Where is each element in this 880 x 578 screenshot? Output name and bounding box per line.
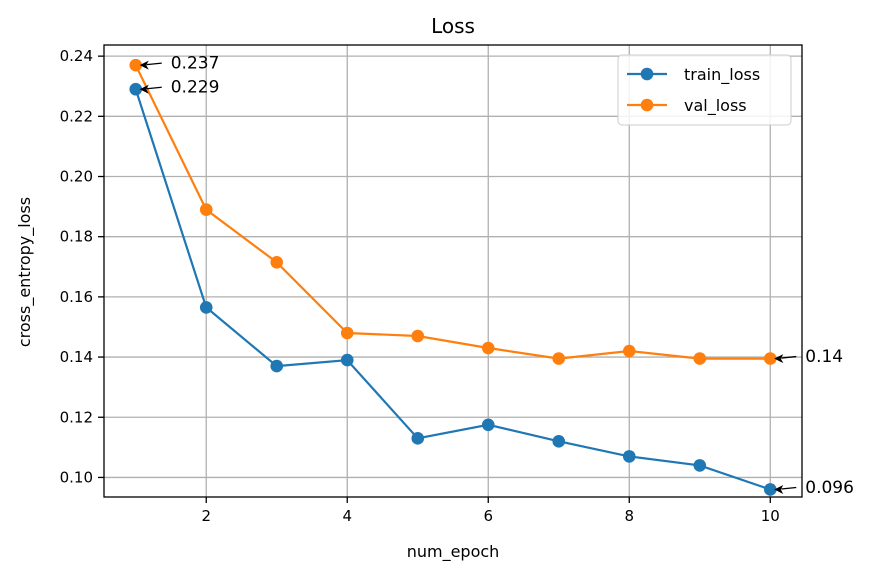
series-line-val_loss [134, 64, 771, 360]
x-tick-label: 8 [624, 507, 634, 525]
x-tick-label: 2 [201, 507, 211, 525]
data-point-val_loss [622, 344, 636, 358]
data-point-val_loss [481, 341, 495, 355]
data-point-train_loss [411, 432, 425, 445]
legend-label-train_loss: train_loss [684, 65, 760, 85]
legend: train_loss val_loss [617, 54, 792, 126]
plot-frame [103, 44, 803, 498]
data-point-val_loss [340, 326, 354, 340]
annotation-arrow [146, 62, 162, 66]
annotation-arrowhead [774, 354, 784, 364]
series-line-train_loss [134, 88, 771, 491]
data-point-train_loss [552, 435, 566, 448]
y-tick-label: 0.10 [60, 468, 93, 486]
data-point-train_loss [622, 450, 636, 463]
data-point-val_loss [411, 329, 425, 343]
legend-label-val_loss: val_loss [684, 96, 747, 116]
y-tick-label: 0.14 [60, 348, 93, 366]
data-point-train_loss [270, 359, 284, 373]
data-point-train_loss [481, 418, 495, 432]
x-tick-label: 6 [483, 507, 493, 525]
data-point-val_loss [763, 352, 777, 365]
x-tick-label: 10 [761, 507, 780, 525]
y-tick-label: 0.16 [60, 288, 93, 306]
grid [104, 45, 802, 497]
data-point-val_loss [199, 203, 213, 216]
x-tick-label: 4 [342, 507, 352, 525]
annotation-label: 0.14 [805, 347, 843, 367]
series-group [129, 58, 777, 496]
axis-ticks: 2 4 6 8 10 0.10 0.12 0.14 0.16 0.18 0.20 0.22 0.24 [60, 47, 780, 525]
y-axis-label: cross_entropy_loss [15, 197, 35, 347]
annotation-label: 0.229 [171, 78, 220, 98]
data-point-train_loss [340, 353, 354, 367]
y-tick-label: 0.24 [60, 47, 93, 65]
y-tick-label: 0.22 [60, 107, 93, 125]
annotation-arrowhead [139, 60, 149, 70]
y-tick-label: 0.18 [60, 228, 93, 246]
y-tick-label: 0.20 [60, 168, 93, 186]
annotation-arrow [781, 355, 797, 359]
legend-box [617, 54, 792, 126]
annotation-arrow [781, 486, 797, 490]
legend-marker-train_loss [640, 67, 654, 81]
legend-marker-val_loss [640, 98, 654, 112]
annotation-arrowhead [774, 484, 784, 494]
annotation-arrow [146, 86, 162, 90]
data-point-val_loss [693, 352, 707, 365]
chart-title: Loss [431, 14, 475, 38]
annotation-label: 0.096 [805, 478, 854, 498]
annotation-arrowhead [139, 84, 149, 94]
data-point-val_loss [552, 352, 566, 365]
data-point-train_loss [693, 459, 707, 472]
data-point-val_loss [129, 58, 143, 72]
data-point-train_loss [199, 301, 213, 314]
data-point-val_loss [270, 255, 284, 269]
y-tick-label: 0.12 [60, 408, 93, 426]
data-point-train_loss [763, 483, 777, 496]
data-point-train_loss [129, 82, 143, 96]
annotations: 0.237 0.229 0.14 0.096 [139, 54, 854, 498]
x-axis-label: num_epoch [407, 542, 500, 562]
annotation-label: 0.237 [171, 54, 220, 74]
